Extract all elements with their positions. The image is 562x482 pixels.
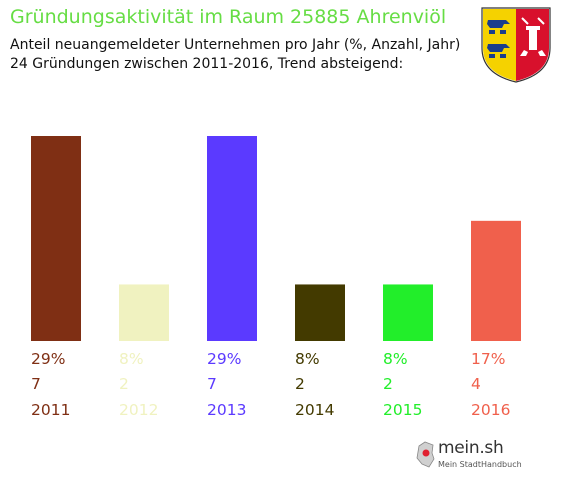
map-pin-icon: [416, 441, 435, 468]
bar-2014: [295, 284, 345, 341]
subtitle-line-1: Anteil neuangemeldeter Unternehmen pro J…: [10, 37, 461, 53]
logo-name: mein.sh: [438, 438, 504, 458]
bar-year-label-2014: 2014: [295, 401, 334, 419]
bar-percent-label-2013: 29%: [207, 350, 241, 368]
bar-2013: [207, 136, 257, 341]
bar-year-label-2016: 2016: [471, 401, 510, 419]
bar-count-label-2014: 2: [295, 375, 305, 393]
subtitle-line-2: 24 Gründungen zwischen 2011-2016, Trend …: [10, 56, 404, 72]
bar-percent-label-2014: 8%: [295, 350, 320, 368]
logo-tagline: Mein StadtHandbuch: [438, 460, 522, 469]
bar-percent-label-2015: 8%: [383, 350, 408, 368]
bar-count-label-2013: 7: [207, 375, 217, 393]
bar-2016: [471, 220, 521, 341]
bar-2015: [383, 284, 433, 341]
bar-2011: [31, 136, 81, 341]
bar-count-label-2015: 2: [383, 375, 393, 393]
bar-count-label-2016: 4: [471, 375, 481, 393]
schleswig-holstein-coat-of-arms-icon: [481, 7, 551, 83]
bar-percent-label-2016: 17%: [471, 350, 505, 368]
chart-title: Gründungsaktivität im Raum 25885 Ahrenvi…: [10, 6, 447, 28]
bar-percent-label-2012: 8%: [119, 350, 144, 368]
bar-year-label-2011: 2011: [31, 401, 70, 419]
bar-count-label-2012: 2: [119, 375, 129, 393]
mein-sh-logo: mein.sh Mein StadtHandbuch: [414, 438, 534, 476]
bar-year-label-2013: 2013: [207, 401, 246, 419]
chart-subtitle: Anteil neuangemeldeter Unternehmen pro J…: [10, 36, 460, 74]
bar-year-label-2015: 2015: [383, 401, 422, 419]
bar-2012: [119, 284, 169, 341]
bar-count-label-2011: 7: [31, 375, 41, 393]
bar-percent-label-2011: 29%: [31, 350, 65, 368]
bar-year-label-2012: 2012: [119, 401, 158, 419]
